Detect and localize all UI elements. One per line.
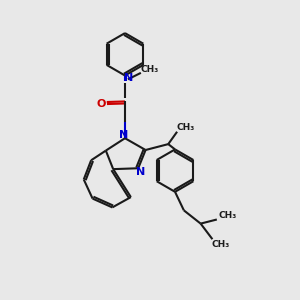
Text: N: N [136, 167, 145, 177]
Text: CH₃: CH₃ [212, 240, 230, 249]
Text: O: O [97, 99, 106, 110]
Text: CH₃: CH₃ [141, 65, 159, 74]
Text: N: N [119, 130, 128, 140]
Text: CH₃: CH₃ [177, 123, 195, 132]
Text: CH₃: CH₃ [218, 211, 237, 220]
Text: N: N [124, 74, 134, 83]
